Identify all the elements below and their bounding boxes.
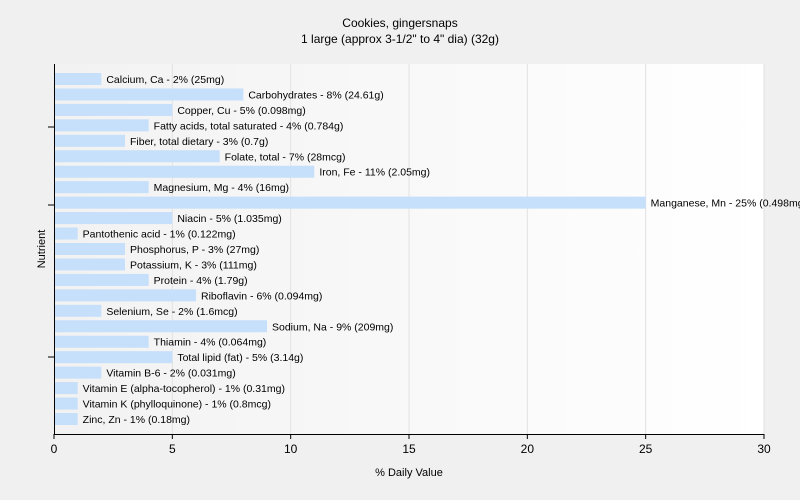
chart-subtitle: 1 large (approx 3-1/2" to 4" dia) (32g) <box>301 32 499 46</box>
bar <box>55 165 315 178</box>
bar-label: Fatty acids, total saturated - 4% (0.784… <box>154 120 344 132</box>
x-tick-label: 25 <box>639 442 653 456</box>
bar-label: Riboflavin - 6% (0.094mg) <box>201 290 322 302</box>
bar-label: Sodium, Na - 9% (209mg) <box>272 321 393 333</box>
bar <box>55 73 102 85</box>
chart-title: Cookies, gingersnaps <box>342 16 458 30</box>
bar <box>55 397 78 410</box>
bar <box>55 289 196 302</box>
bar <box>55 119 149 132</box>
bar <box>55 320 267 333</box>
bar <box>55 366 102 379</box>
bar <box>55 273 149 286</box>
bar-label: Vitamin K (phylloquinone) - 1% (0.8mcg) <box>83 399 271 411</box>
x-axis-label: % Daily Value <box>375 467 443 479</box>
bar-label: Niacin - 5% (1.035mg) <box>177 213 281 225</box>
bar-label: Folate, total - 7% (28mcg) <box>225 151 346 163</box>
bar <box>55 304 102 317</box>
bar <box>55 243 125 255</box>
bar-label: Magnesium, Mg - 4% (16mg) <box>154 182 289 194</box>
bar <box>55 351 173 364</box>
bar-label: Pantothenic acid - 1% (0.122mg) <box>83 229 236 241</box>
bar <box>55 335 149 348</box>
bar-label: Vitamin E (alpha-tocopherol) - 1% (0.31m… <box>83 383 285 395</box>
bar <box>55 103 173 116</box>
x-tick-label: 30 <box>757 442 771 456</box>
bar <box>55 413 78 425</box>
bar-label: Copper, Cu - 5% (0.098mg) <box>177 105 305 117</box>
x-tick-label: 20 <box>521 442 535 456</box>
bar <box>55 212 173 225</box>
bar-label: Total lipid (fat) - 5% (3.14g) <box>177 352 303 364</box>
bar <box>55 150 220 163</box>
bar <box>55 382 78 395</box>
bar-label: Phosphorus, P - 3% (27mg) <box>130 244 259 256</box>
bar <box>55 196 646 209</box>
bar-label: Zinc, Zn - 1% (0.18mg) <box>83 414 190 426</box>
x-tick-label: 10 <box>284 442 298 456</box>
bar-label: Thiamin - 4% (0.064mg) <box>154 337 267 349</box>
bar-label: Manganese, Mn - 25% (0.498mg) <box>651 198 800 210</box>
bar-label: Protein - 4% (1.79g) <box>154 275 248 287</box>
bar-label: Iron, Fe - 11% (2.05mg) <box>319 167 430 179</box>
bar <box>55 181 149 194</box>
x-tick-label: 0 <box>51 442 58 456</box>
bar-label: Selenium, Se - 2% (1.6mcg) <box>106 306 237 318</box>
y-axis-label: Nutrient <box>36 230 48 269</box>
bar <box>55 258 125 271</box>
bar <box>55 88 244 101</box>
bar <box>55 227 78 240</box>
bar-label: Potassium, K - 3% (111mg) <box>130 259 257 271</box>
x-tick-label: 5 <box>169 442 176 456</box>
bar-label: Fiber, total dietary - 3% (0.7g) <box>130 136 268 148</box>
bar-label: Vitamin B-6 - 2% (0.031mg) <box>106 368 235 380</box>
bar <box>55 134 125 147</box>
bar-label: Carbohydrates - 8% (24.61g) <box>248 89 383 101</box>
x-tick-label: 15 <box>402 442 416 456</box>
bar-label: Calcium, Ca - 2% (25mg) <box>106 74 224 86</box>
